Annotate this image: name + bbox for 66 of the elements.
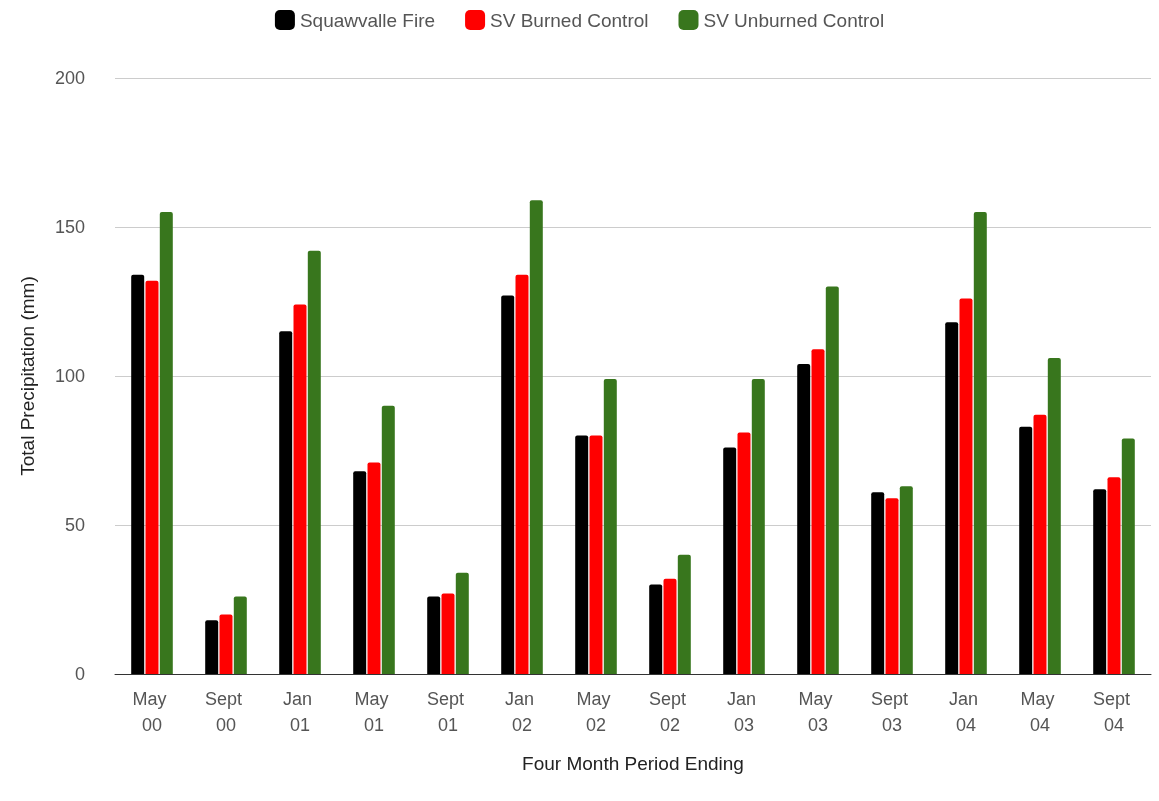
y-tick-label: 150	[54, 217, 85, 237]
bar	[455, 572, 469, 674]
x-tick-label: May 02	[576, 689, 616, 735]
legend-label: SV Burned Control	[490, 9, 649, 31]
bar	[219, 614, 233, 674]
bar	[1121, 438, 1135, 674]
bar	[381, 405, 395, 674]
bar	[293, 304, 307, 674]
bar	[145, 280, 159, 674]
y-tick-label: 50	[64, 515, 85, 535]
bar	[233, 596, 247, 674]
bar	[945, 322, 959, 674]
bar	[427, 596, 441, 674]
bar	[811, 349, 825, 674]
x-axis-title: Four Month Period Ending	[522, 753, 744, 774]
bar	[663, 578, 677, 674]
bar	[737, 432, 751, 674]
bar	[1019, 426, 1033, 674]
bar	[515, 274, 529, 674]
bar	[529, 200, 543, 674]
bar	[575, 435, 589, 674]
bar	[723, 447, 737, 674]
x-tick-label: Jan 02	[504, 689, 540, 735]
bar	[899, 486, 913, 674]
x-tick-label: Sept 03	[870, 689, 914, 735]
bar	[973, 212, 987, 674]
bar	[307, 250, 321, 674]
bar	[441, 593, 455, 674]
x-tick-label: May 01	[354, 689, 394, 735]
bar	[367, 462, 381, 674]
bar	[1047, 358, 1061, 674]
legend-label: Squawvalle Fire	[299, 9, 436, 31]
bar	[1033, 414, 1047, 674]
x-tick-label: Jan 03	[726, 689, 762, 735]
y-tick-label: 100	[54, 366, 85, 386]
bar	[825, 286, 839, 674]
x-tick-label: Jan 04	[948, 689, 984, 735]
bar	[501, 295, 515, 674]
bar	[1093, 489, 1107, 674]
x-tick-label: May 00	[132, 689, 172, 735]
bar	[677, 554, 691, 674]
bar	[589, 435, 603, 674]
x-tick-label: Sept 00	[204, 689, 248, 735]
x-tick-label: Sept 02	[648, 689, 692, 735]
bar	[959, 298, 973, 674]
bar	[205, 620, 219, 674]
bar	[751, 378, 765, 674]
y-tick-label: 0	[74, 664, 85, 684]
bar	[279, 331, 293, 674]
bar	[871, 492, 885, 674]
bar	[353, 471, 367, 674]
bar	[603, 378, 617, 674]
y-tick-label: 200	[54, 68, 85, 88]
bar	[649, 584, 663, 674]
bar	[797, 364, 811, 674]
x-tick-label: Sept 04	[1092, 689, 1136, 735]
x-tick-label: May 04	[1020, 689, 1060, 735]
bar	[159, 212, 173, 674]
y-axis-title: Total Precipitation (mm)	[17, 276, 38, 476]
x-tick-label: Sept 01	[426, 689, 470, 735]
bar	[1107, 477, 1121, 674]
bar	[131, 274, 145, 674]
bar	[885, 498, 899, 674]
legend-label: SV Unburned Control	[703, 9, 885, 31]
x-tick-label: Jan 01	[282, 689, 318, 735]
x-tick-label: May 03	[798, 689, 838, 735]
